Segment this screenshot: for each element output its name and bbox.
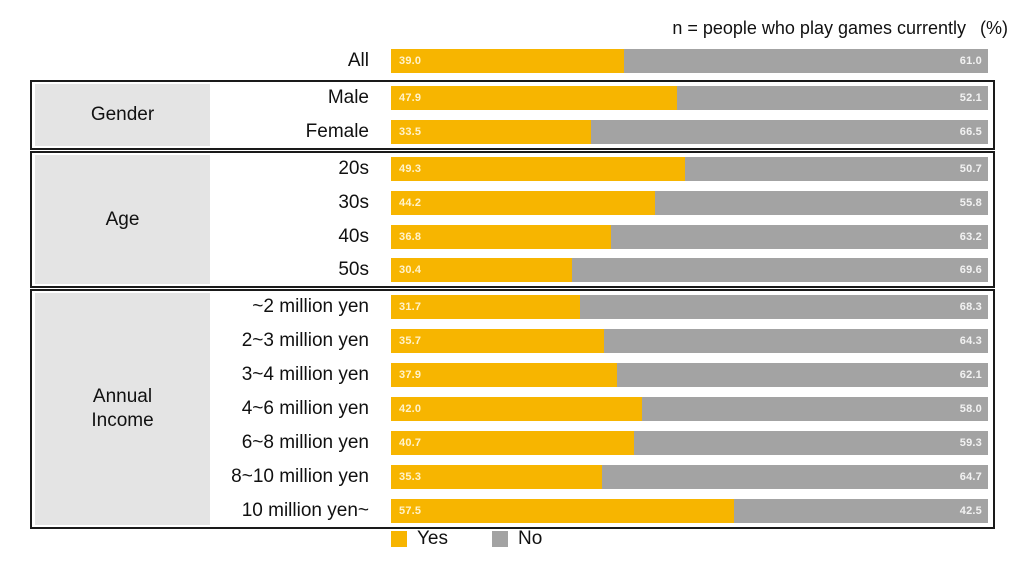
group-box [30, 150, 995, 289]
legend-label-no: No [518, 528, 543, 549]
data-label-yes: 30.4 [399, 264, 422, 277]
group-box [30, 79, 995, 150]
data-label-no: 61.0 [959, 55, 982, 67]
data-label-yes: 47.9 [399, 91, 422, 104]
row-label: 6~8 million yen [241, 431, 369, 453]
row-label: All [347, 50, 369, 71]
data-label-no: 68.3 [959, 301, 982, 314]
bar-segment-yes [391, 156, 686, 181]
data-label-yes: 40.7 [399, 436, 422, 449]
row-label: 2~3 million yen [241, 330, 369, 352]
bar-segment-no [641, 397, 988, 421]
data-label-no: 62.1 [959, 369, 982, 382]
bar-segment-yes [391, 464, 602, 489]
group-label: Annual Income [35, 293, 210, 525]
data-label-yes: 35.7 [399, 335, 422, 348]
row-label: 50s [338, 259, 369, 281]
data-label-yes: 39.0 [399, 55, 422, 67]
data-label-no: 63.2 [959, 230, 982, 243]
bar-segment-no [633, 430, 988, 455]
bar-segment-no [604, 329, 988, 354]
bar-segment-no [676, 85, 988, 110]
data-label-no: 58.0 [959, 403, 982, 415]
row-label: Male [327, 86, 369, 108]
data-label-yes: 49.3 [399, 162, 422, 175]
data-label-no: 55.8 [959, 196, 982, 209]
data-label-no: 64.3 [959, 335, 982, 348]
bar-segment-yes [391, 190, 655, 215]
unit-label: (%) [980, 18, 1008, 38]
legend-swatch-no [492, 531, 508, 547]
row-label: 20s [338, 157, 369, 179]
data-label-no: 59.3 [959, 436, 982, 449]
bar-segment-yes [391, 295, 581, 320]
legend-swatch-yes [391, 531, 407, 547]
chart-note: n = people who play games currently (%) [658, 18, 1008, 39]
row-label: Female [305, 120, 369, 142]
data-label-yes: 35.3 [399, 470, 422, 483]
bar-segment-no [590, 119, 988, 144]
group-label: Gender [35, 83, 210, 146]
group-label: Age [35, 154, 210, 285]
population-note: n = people who play games currently [672, 18, 966, 38]
legend-item-no: No [492, 528, 542, 550]
row-label: ~2 million yen [252, 296, 369, 318]
data-label-yes: 57.5 [399, 504, 422, 517]
data-label-no: 64.7 [959, 470, 982, 483]
bar-segment-yes [391, 397, 642, 421]
bar-segment-no [654, 190, 988, 215]
bar-segment-yes [391, 224, 611, 249]
bar-segment-yes [391, 49, 624, 73]
data-label-no: 52.1 [959, 91, 982, 104]
bar-segment-no [685, 156, 988, 181]
legend-label-yes: Yes [417, 528, 448, 549]
bar-segment-yes [391, 430, 634, 455]
bar-segment-yes [391, 119, 591, 144]
bar-segment-yes [391, 498, 735, 523]
data-label-yes: 33.5 [399, 125, 422, 138]
bar-segment-no [610, 224, 988, 249]
bar-segment-no [572, 258, 988, 283]
data-label-yes: 42.0 [399, 403, 422, 415]
row-label: 3~4 million yen [241, 364, 369, 386]
data-label-yes: 44.2 [399, 196, 422, 209]
bar-segment-no [734, 498, 988, 523]
bar-segment-no [617, 363, 988, 388]
row-label: 40s [338, 225, 369, 247]
bar-segment-yes [391, 258, 573, 283]
bar-segment-no [623, 49, 988, 73]
data-label-no: 69.6 [959, 264, 982, 277]
row-label: 4~6 million yen [241, 398, 369, 419]
row-label: 30s [338, 191, 369, 213]
group-box [30, 289, 995, 529]
row-label: 10 million yen~ [241, 499, 369, 521]
bar-segment-yes [391, 363, 618, 388]
bar-segment-yes [391, 85, 677, 110]
data-label-no: 42.5 [959, 504, 982, 517]
bar-segment-no [601, 464, 988, 489]
row-label: 8~10 million yen [231, 465, 369, 487]
data-label-no: 50.7 [959, 162, 982, 175]
legend-item-yes: Yes [391, 528, 448, 550]
data-label-no: 66.5 [959, 125, 982, 138]
legend: Yes No [391, 528, 586, 550]
data-label-yes: 36.8 [399, 230, 422, 243]
bar-segment-no [580, 295, 988, 320]
data-label-yes: 31.7 [399, 301, 422, 314]
bar-segment-yes [391, 329, 605, 354]
data-label-yes: 37.9 [399, 369, 422, 382]
